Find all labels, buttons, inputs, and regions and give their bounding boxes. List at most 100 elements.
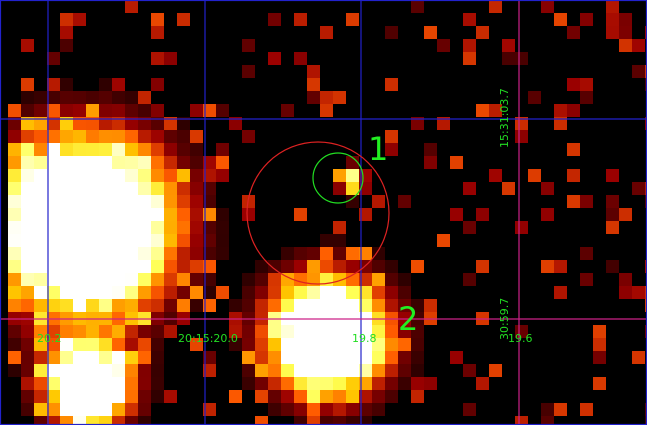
pixel bbox=[21, 377, 34, 390]
pixel bbox=[320, 247, 333, 260]
pixel bbox=[73, 325, 86, 338]
pixel bbox=[112, 182, 125, 195]
pixel bbox=[294, 208, 307, 221]
pixel bbox=[60, 377, 73, 390]
pixel bbox=[242, 325, 255, 338]
pixel bbox=[21, 182, 34, 195]
dec-tick-label: 15:31:03.7 bbox=[498, 88, 511, 148]
pixel bbox=[21, 299, 34, 312]
pixel bbox=[489, 0, 502, 13]
pixel bbox=[34, 351, 47, 364]
pixel bbox=[385, 338, 398, 351]
pixel bbox=[216, 286, 229, 299]
pixel bbox=[398, 377, 411, 390]
pixel bbox=[125, 403, 138, 416]
pixel bbox=[60, 273, 73, 286]
pixel bbox=[99, 78, 112, 91]
pixel bbox=[34, 234, 47, 247]
pixel bbox=[21, 208, 34, 221]
region-circle bbox=[246, 141, 390, 285]
pixel bbox=[320, 390, 333, 403]
pixel bbox=[268, 351, 281, 364]
pixel bbox=[255, 364, 268, 377]
pixel bbox=[138, 377, 151, 390]
pixel bbox=[203, 104, 216, 117]
pixel bbox=[112, 169, 125, 182]
pixel bbox=[125, 130, 138, 143]
pixel bbox=[164, 286, 177, 299]
pixel bbox=[606, 0, 619, 13]
pixel bbox=[567, 143, 580, 156]
pixel bbox=[138, 208, 151, 221]
pixel bbox=[203, 221, 216, 234]
pixel bbox=[372, 338, 385, 351]
pixel bbox=[203, 195, 216, 208]
region-label: 1 bbox=[368, 130, 388, 168]
pixel bbox=[99, 182, 112, 195]
pixel bbox=[151, 273, 164, 286]
pixel bbox=[125, 104, 138, 117]
pixel bbox=[86, 156, 99, 169]
pixel bbox=[294, 286, 307, 299]
pixel bbox=[333, 247, 346, 260]
pixel bbox=[333, 260, 346, 273]
pixel bbox=[34, 247, 47, 260]
pixel bbox=[463, 221, 476, 234]
pixel bbox=[99, 403, 112, 416]
dec-tick-label: 30:59.7 bbox=[498, 298, 511, 340]
pixel bbox=[138, 91, 151, 104]
pixel bbox=[255, 377, 268, 390]
pixel bbox=[242, 39, 255, 52]
pixel bbox=[47, 377, 60, 390]
pixel bbox=[606, 260, 619, 273]
pixel bbox=[216, 208, 229, 221]
pixel bbox=[86, 104, 99, 117]
pixel bbox=[190, 247, 203, 260]
pixel bbox=[164, 390, 177, 403]
pixel bbox=[86, 390, 99, 403]
pixel bbox=[398, 325, 411, 338]
pixel bbox=[385, 273, 398, 286]
pixel bbox=[437, 39, 450, 52]
pixel bbox=[320, 338, 333, 351]
pixel bbox=[554, 13, 567, 26]
pixel bbox=[398, 338, 411, 351]
pixel bbox=[281, 377, 294, 390]
pixel bbox=[216, 169, 229, 182]
pixel bbox=[73, 182, 86, 195]
pixel bbox=[216, 104, 229, 117]
pixel bbox=[333, 403, 346, 416]
pixel bbox=[411, 351, 424, 364]
pixel bbox=[320, 377, 333, 390]
pixel bbox=[229, 117, 242, 130]
pixel bbox=[216, 156, 229, 169]
pixel bbox=[86, 117, 99, 130]
pixel bbox=[86, 130, 99, 143]
pixel bbox=[190, 286, 203, 299]
pixel bbox=[177, 169, 190, 182]
pixel bbox=[164, 260, 177, 273]
pixel bbox=[346, 403, 359, 416]
pixel bbox=[411, 117, 424, 130]
pixel bbox=[99, 325, 112, 338]
pixel bbox=[177, 130, 190, 143]
pixel bbox=[333, 390, 346, 403]
pixel bbox=[307, 286, 320, 299]
pixel bbox=[164, 182, 177, 195]
pixel bbox=[138, 325, 151, 338]
pixel bbox=[8, 221, 21, 234]
pixel bbox=[554, 260, 567, 273]
pixel bbox=[476, 377, 489, 390]
pixel bbox=[21, 260, 34, 273]
pixel bbox=[164, 143, 177, 156]
pixel bbox=[190, 273, 203, 286]
pixel bbox=[203, 260, 216, 273]
pixel bbox=[60, 13, 73, 26]
pixel bbox=[164, 130, 177, 143]
pixel bbox=[346, 377, 359, 390]
pixel bbox=[242, 364, 255, 377]
pixel bbox=[47, 364, 60, 377]
pixel bbox=[99, 221, 112, 234]
pixel bbox=[619, 273, 632, 286]
pixel bbox=[307, 416, 320, 425]
